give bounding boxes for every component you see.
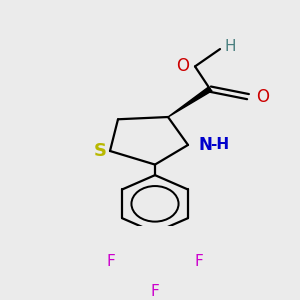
Text: O: O bbox=[176, 57, 189, 75]
Text: -H: -H bbox=[210, 137, 229, 152]
Text: F: F bbox=[195, 254, 204, 269]
Text: F: F bbox=[106, 254, 115, 269]
Text: N: N bbox=[198, 136, 212, 154]
Text: O: O bbox=[256, 88, 269, 106]
Text: F: F bbox=[151, 284, 159, 299]
Text: S: S bbox=[94, 142, 106, 160]
Polygon shape bbox=[168, 87, 212, 117]
Text: H: H bbox=[224, 39, 236, 54]
